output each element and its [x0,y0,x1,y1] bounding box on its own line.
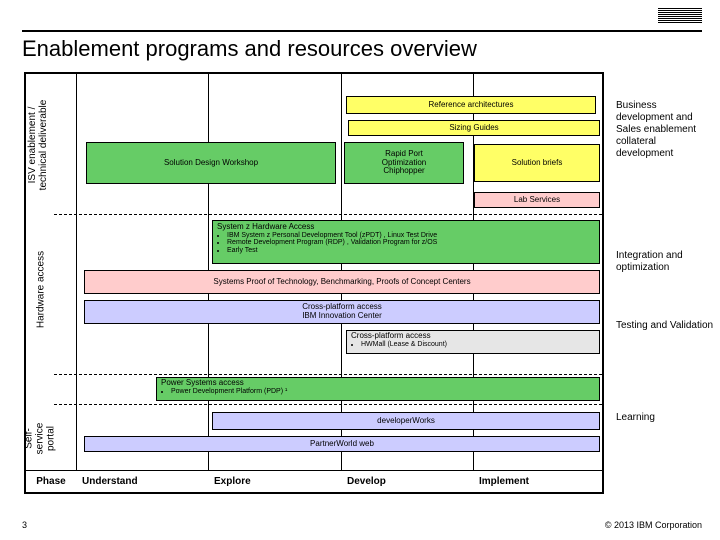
right-label-integration: Integration and optimization [616,250,716,274]
row-label-portal: Self- service portal [24,411,57,467]
box-system-z: System z Hardware Access IBM System z Pe… [212,220,600,264]
page-title: Enablement programs and resources overvi… [22,36,477,62]
phase-understand: Understand [76,471,208,492]
box-solution-workshop: Solution Design Workshop [86,142,336,184]
sysz-item-0: IBM System z Personal Development Tool (… [227,232,597,240]
row-label-hardware: Hardware access [36,235,47,345]
box-lab-services: Lab Services [474,192,600,208]
box-system-z-list: IBM System z Personal Development Tool (… [217,232,597,255]
box-power-systems: Power Systems access Power Development P… [156,377,600,401]
right-label-testing: Testing and Validation [616,320,716,332]
box-system-z-title: System z Hardware Access [217,223,597,232]
box-rapid-port: Rapid Port Optimization Chiphopper [344,142,464,184]
box-cross-innovation: Cross-platform access IBM Innovation Cen… [84,300,600,324]
phase-explore: Explore [208,471,341,492]
right-label-learning: Learning [616,412,716,424]
copyright: © 2013 IBM Corporation [605,520,702,530]
box-proof-centers: Systems Proof of Technology, Benchmarkin… [84,270,600,294]
phase-implement: Implement [473,471,606,492]
box-hwmall-title: Cross-platform access [351,332,597,341]
page-number: 3 [22,520,27,530]
phase-row: Phase Understand Explore Develop Impleme… [26,470,602,492]
box-reference-architectures: Reference architectures [346,96,596,114]
sysz-item-2: Early Test [227,247,597,255]
sysz-item-1: Remote Development Program (RDP) , Valid… [227,239,597,247]
box-developerworks: developerWorks [212,412,600,430]
ibm-logo [658,8,702,24]
footer: 3 © 2013 IBM Corporation [22,520,702,530]
power-item: Power Development Platform (PDP) ¹ [171,388,597,396]
hwmall-item: HWMall (Lease & Discount) [361,341,597,349]
box-solution-briefs: Solution briefs [474,144,600,182]
title-rule [22,30,702,32]
right-label-business: Business development and Sales enablemen… [616,100,716,160]
box-hwmall: Cross-platform access HWMall (Lease & Di… [346,330,600,354]
box-power-title: Power Systems access [161,379,597,388]
box-hwmall-list: HWMall (Lease & Discount) [351,341,597,349]
diagram-frame: ISV enablement / technical deliverable H… [24,72,604,494]
phase-develop: Develop [341,471,473,492]
row-label-isv: ISV enablement / technical deliverable [27,85,49,205]
box-power-list: Power Development Platform (PDP) ¹ [161,388,597,396]
box-sizing-guides: Sizing Guides [348,120,600,136]
box-partnerworld: PartnerWorld web [84,436,600,452]
phase-header: Phase [26,471,76,492]
